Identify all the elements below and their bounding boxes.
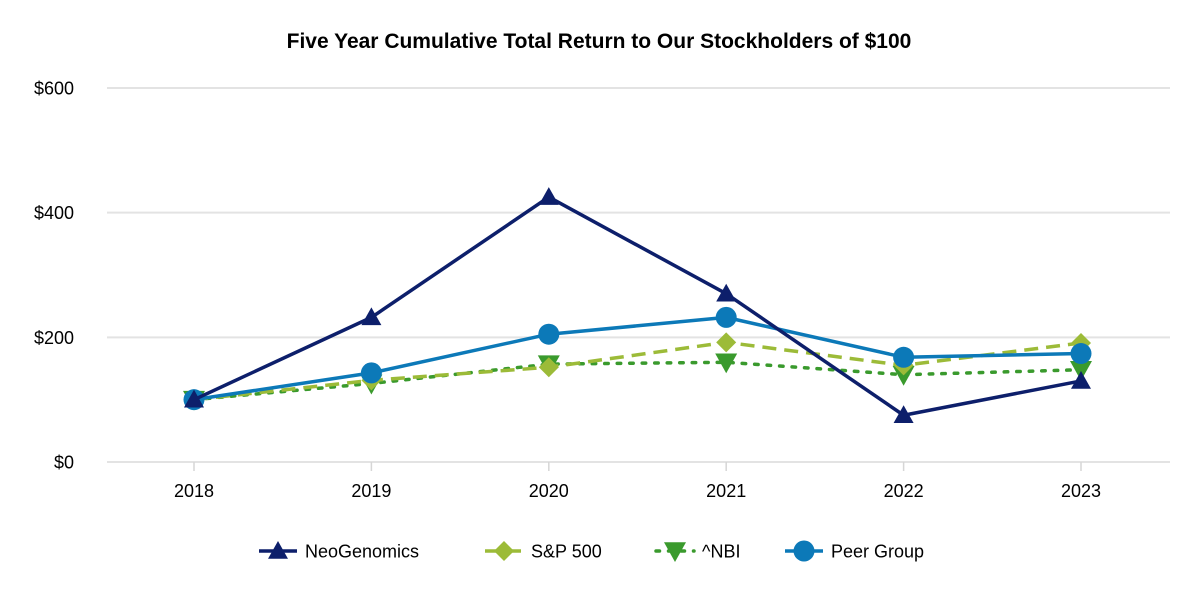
series-line-nbi xyxy=(192,360,1083,402)
legend-item-peer-group[interactable]: Peer Group xyxy=(785,540,924,562)
data-point-s-p-500 xyxy=(716,332,737,353)
legend-label: Peer Group xyxy=(831,542,924,562)
data-point-peer-group xyxy=(1070,343,1092,365)
series-line-s-p-500 xyxy=(193,340,1082,402)
series-line-neogenomics xyxy=(193,195,1082,417)
legend-marker-icon xyxy=(793,540,815,562)
legend-marker-icon xyxy=(268,541,288,559)
x-tick-label: 2023 xyxy=(1061,481,1101,501)
legend-marker-icon xyxy=(494,541,514,561)
legend-item-nbi[interactable]: ^NBI xyxy=(654,542,740,563)
data-point-neogenomics xyxy=(1071,370,1091,389)
legend[interactable]: NeoGenomics S&P 500 ^NBI Peer Group xyxy=(259,540,924,563)
data-point-nbi xyxy=(715,353,738,374)
legend-label: S&P 500 xyxy=(531,542,602,562)
x-tick-label: 2021 xyxy=(706,481,746,501)
series-neogenomics xyxy=(184,187,1091,424)
x-tick-label: 2018 xyxy=(174,481,214,501)
legend-label: ^NBI xyxy=(702,542,740,562)
chart-title: Five Year Cumulative Total Return to Our… xyxy=(287,30,912,53)
series-line-peer-group xyxy=(193,315,1082,402)
data-point-neogenomics xyxy=(893,405,914,424)
x-tick-label: 2020 xyxy=(529,481,569,501)
y-tick-label: $600 xyxy=(34,79,74,99)
data-point-nbi xyxy=(892,365,915,386)
data-point-neogenomics xyxy=(538,187,559,205)
series-group xyxy=(183,187,1092,424)
data-point-peer-group xyxy=(360,362,382,384)
y-tick-label: $0 xyxy=(54,453,74,473)
legend-marker-icon xyxy=(664,542,686,562)
data-point-peer-group xyxy=(893,346,915,368)
gridlines xyxy=(107,87,1170,463)
y-axis: $0 $200 $400 $600 xyxy=(34,79,74,473)
data-point-peer-group xyxy=(715,306,737,328)
legend-item-s-p-500[interactable]: S&P 500 xyxy=(485,541,602,562)
data-point-peer-group xyxy=(538,323,560,345)
data-point-nbi xyxy=(1070,360,1092,381)
x-axis: 2018 2019 2020 2021 2022 2023 xyxy=(174,462,1101,501)
x-tick-label: 2022 xyxy=(884,481,924,501)
series-peer-group xyxy=(183,306,1092,411)
x-tick-label: 2019 xyxy=(351,481,391,501)
y-tick-label: $400 xyxy=(34,203,74,223)
legend-item-neogenomics[interactable]: NeoGenomics xyxy=(259,541,419,562)
data-point-neogenomics xyxy=(716,283,737,302)
y-tick-label: $200 xyxy=(34,328,74,348)
data-point-neogenomics xyxy=(361,307,382,326)
series-s-p-500 xyxy=(184,332,1091,410)
data-point-s-p-500 xyxy=(538,357,559,378)
data-point-neogenomics xyxy=(184,389,204,408)
legend-label: NeoGenomics xyxy=(305,542,419,562)
